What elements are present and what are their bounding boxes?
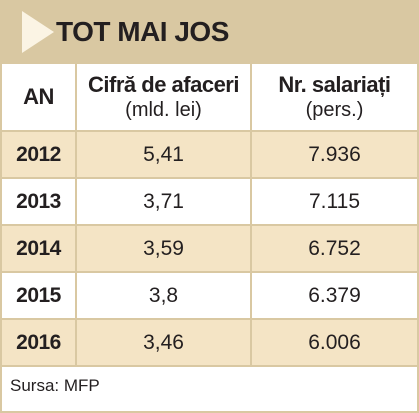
cell-year: 2015 — [2, 273, 77, 318]
table-row: 2016 3,46 6.006 — [2, 320, 417, 367]
header-employees-label: Nr. salariați — [278, 72, 391, 97]
table-row: 2014 3,59 6.752 — [2, 226, 417, 273]
cell-employees: 7.936 — [308, 142, 361, 166]
title-bar: TOT MAI JOS — [2, 2, 417, 64]
triangle-arrow-icon — [22, 11, 54, 53]
cell-revenue: 3,59 — [77, 226, 252, 271]
header-revenue-label: Cifră de afaceri — [88, 72, 239, 97]
infobox-title: TOT MAI JOS — [56, 16, 229, 47]
cell-year: 2016 — [2, 320, 77, 365]
cell-employees: 7.115 — [309, 189, 360, 213]
header-revenue-unit: (mld. lei) — [125, 99, 202, 121]
cell-year: 2013 — [2, 179, 77, 224]
header-employees-unit: (pers.) — [305, 99, 364, 121]
cell-revenue: 3,71 — [77, 179, 252, 224]
cell-employees: 6.006 — [308, 330, 361, 354]
data-table: AN Cifră de afaceri (mld. lei) Nr. salar… — [2, 64, 417, 367]
table-row: 2012 5,41 7.936 — [2, 132, 417, 179]
header-year-label: AN — [23, 84, 54, 109]
source-note: Sursa: MFP — [10, 376, 100, 395]
header-revenue: Cifră de afaceri (mld. lei) — [77, 64, 252, 130]
header-year: AN — [2, 64, 77, 130]
cell-year: 2012 — [2, 132, 77, 177]
cell-year: 2014 — [2, 226, 77, 271]
cell-revenue: 5,41 — [77, 132, 252, 177]
cell-employees: 6.752 — [308, 236, 361, 260]
cell-employees: 6.379 — [308, 283, 361, 307]
cell-revenue: 3,46 — [77, 320, 252, 365]
table-row: 2013 3,71 7.115 — [2, 179, 417, 226]
header-employees: Nr. salariați (pers.) — [252, 64, 417, 130]
table-row: 2015 3,8 6.379 — [2, 273, 417, 320]
cell-revenue: 3,8 — [77, 273, 252, 318]
table-header-row: AN Cifră de afaceri (mld. lei) Nr. salar… — [2, 64, 417, 132]
